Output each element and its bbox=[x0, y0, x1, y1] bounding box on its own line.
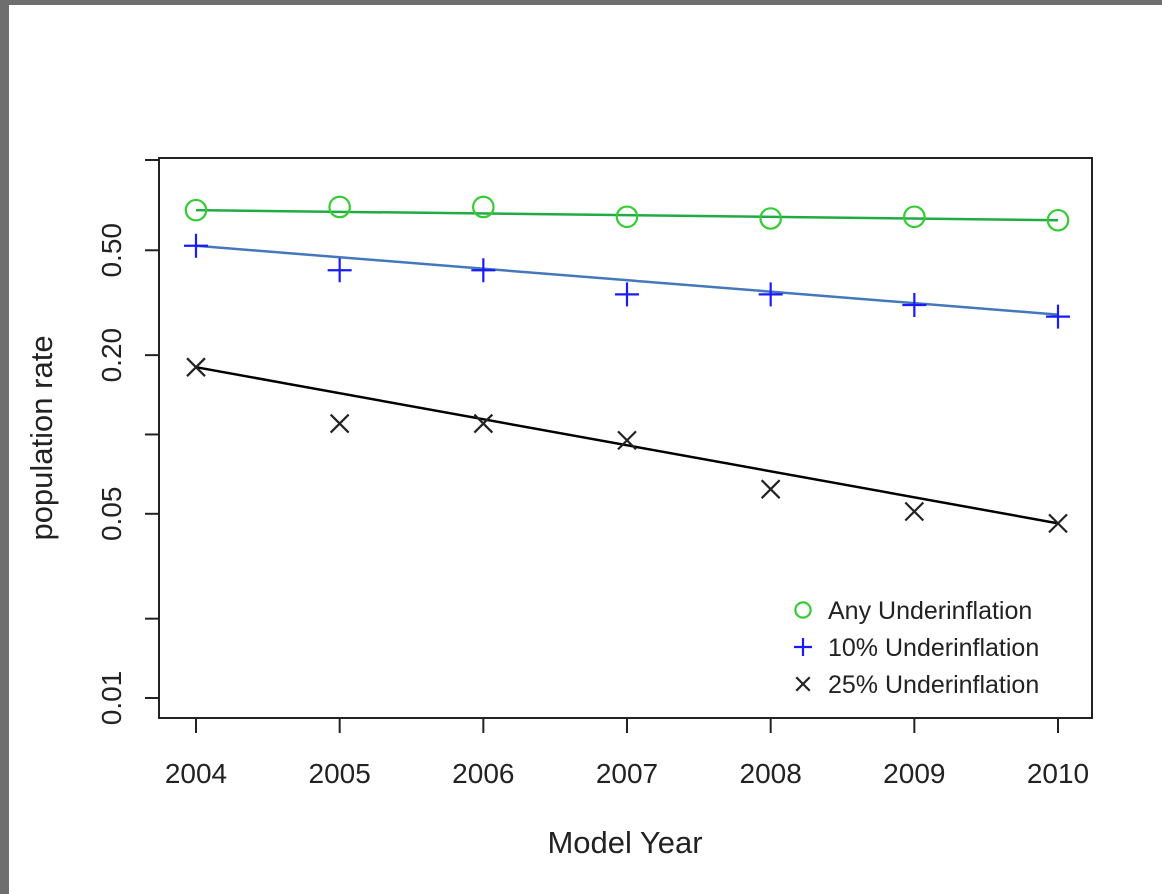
plot-area bbox=[158, 157, 1093, 719]
data-point bbox=[615, 282, 639, 307]
x-tick-label: 2006 bbox=[452, 758, 514, 789]
data-point bbox=[759, 207, 782, 230]
y-axis-label: population rate bbox=[24, 335, 59, 540]
legend-entry: 10% Underinflation bbox=[828, 634, 1039, 662]
x-tick-label: 2005 bbox=[309, 758, 371, 789]
data-point bbox=[904, 501, 925, 522]
data-point bbox=[1048, 513, 1068, 534]
x-tick-label: 2008 bbox=[740, 758, 802, 789]
data-point bbox=[184, 233, 208, 258]
y-axis: 0.01 0.05 0.20 0.50 bbox=[96, 159, 159, 726]
y-tick-label: 0.20 bbox=[96, 328, 127, 383]
legend-marker bbox=[795, 676, 811, 692]
data-point bbox=[327, 258, 352, 283]
x-tick-label: 2010 bbox=[1027, 758, 1089, 789]
y-tick-label: 0.05 bbox=[96, 487, 127, 542]
data-point bbox=[902, 292, 927, 317]
data-point bbox=[472, 195, 495, 219]
data-point bbox=[617, 430, 637, 451]
x-axis: 2004 2005 2006 2007 2008 2009 2010 bbox=[165, 718, 1089, 789]
legend-entry: 25% Underinflation bbox=[828, 671, 1039, 699]
data-point bbox=[184, 198, 208, 222]
data-point bbox=[1046, 304, 1070, 329]
data-points bbox=[184, 195, 1070, 534]
legend-marker bbox=[794, 638, 812, 656]
trend-line bbox=[195, 365, 1059, 525]
legend-entry: Any Underinflation bbox=[828, 597, 1032, 625]
data-point bbox=[1046, 208, 1070, 232]
legend-marker bbox=[794, 601, 812, 619]
data-point bbox=[471, 258, 496, 283]
x-tick-label: 2009 bbox=[883, 758, 945, 789]
data-point bbox=[186, 357, 206, 377]
x-tick-label: 2007 bbox=[596, 758, 658, 789]
trend-line bbox=[195, 208, 1059, 222]
data-point bbox=[473, 413, 494, 434]
legend: Any Underinflation 10% Underinflation 25% … bbox=[794, 597, 1039, 699]
data-point bbox=[328, 195, 351, 219]
data-point bbox=[760, 479, 781, 499]
data-point bbox=[329, 413, 350, 434]
y-tick-label: 0.50 bbox=[96, 223, 127, 278]
x-axis-label: Model Year bbox=[547, 825, 702, 860]
y-tick-label: 0.01 bbox=[96, 671, 127, 726]
data-point bbox=[615, 205, 639, 229]
data-point bbox=[903, 205, 926, 229]
x-tick-label: 2004 bbox=[165, 758, 227, 789]
trend-lines bbox=[195, 208, 1059, 525]
data-point bbox=[758, 282, 783, 307]
